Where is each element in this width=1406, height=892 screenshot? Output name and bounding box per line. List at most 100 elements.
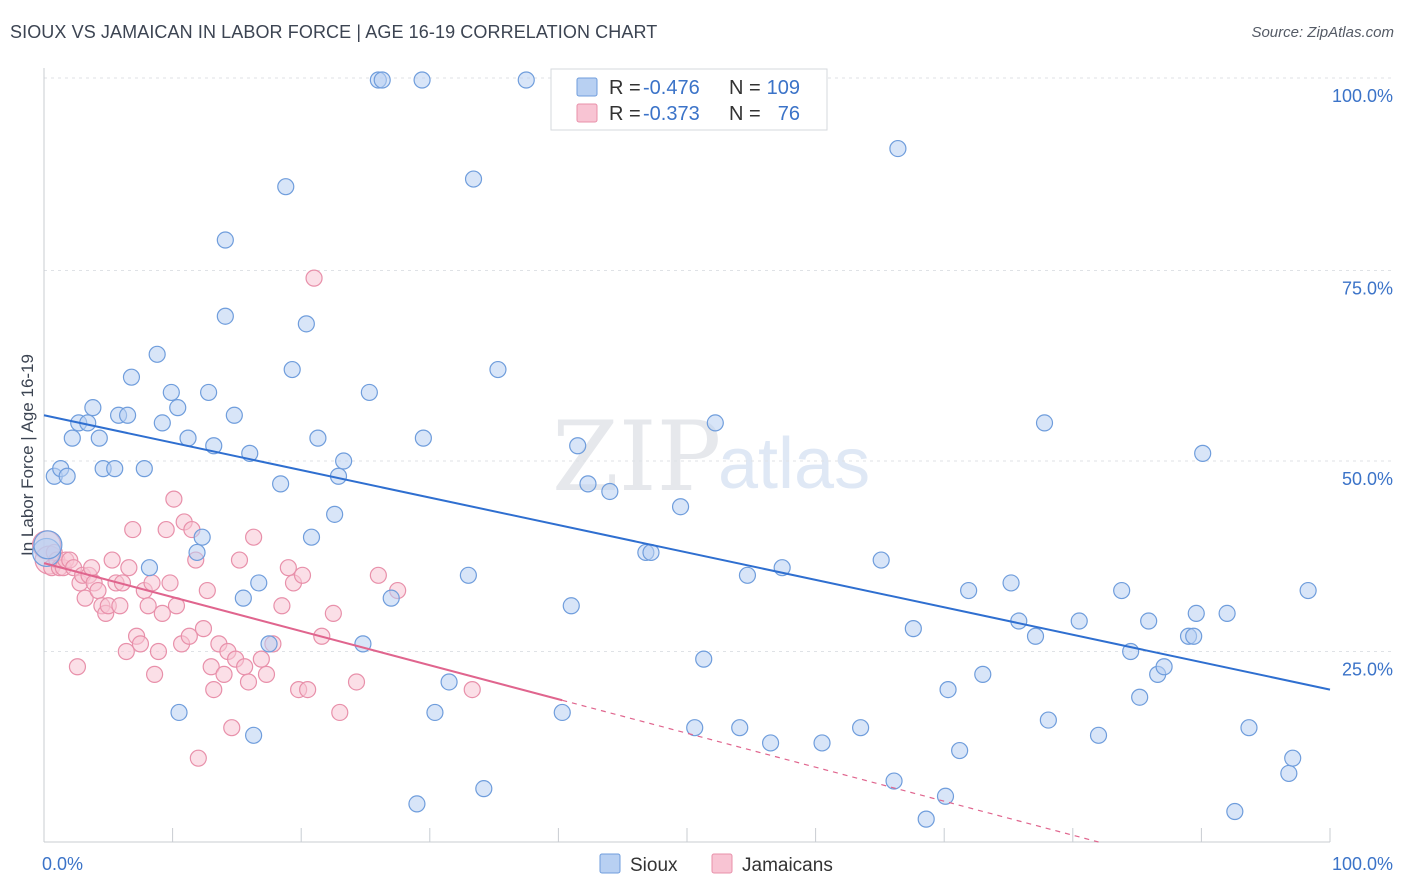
sioux-point [553, 703, 571, 722]
sioux-point [414, 429, 432, 447]
sioux-point [904, 620, 922, 638]
sioux-point [459, 566, 477, 584]
bottom-legend-label-jamaicans[interactable]: Jamaicans [742, 855, 833, 876]
jamaicans-point [161, 574, 179, 592]
sioux-point [960, 581, 978, 600]
sioux-point [1240, 719, 1258, 737]
jamaicans-point [245, 528, 263, 546]
sioux-point [408, 795, 426, 813]
jamaicans-point [117, 642, 135, 661]
sioux-point [188, 543, 206, 562]
jamaicans-trend-extension [562, 699, 1099, 843]
legend-n-value-sioux: 109 [767, 77, 800, 99]
jamaicans-point [157, 520, 175, 539]
sioux-point [170, 703, 188, 722]
legend-box: R = -0.476 N = 109 R = -0.373 N = 76 [550, 68, 828, 131]
y-tick-labels: 25.0% 50.0% 75.0% 100.0% [1332, 86, 1393, 680]
sioux-point [813, 734, 831, 752]
x-tick-label-min: 0.0% [42, 854, 83, 874]
legend-swatch-jamaicans [576, 103, 598, 123]
sioux-point [974, 665, 992, 683]
gridlines [44, 77, 1392, 652]
jamaicans-point [230, 551, 249, 569]
sioux-point [153, 414, 171, 432]
sioux-trend-line [43, 414, 1331, 691]
sioux-point [1155, 658, 1173, 676]
bottom-legend-swatch-jamaicans[interactable] [711, 853, 733, 874]
sioux-point [216, 231, 234, 249]
sioux-point [413, 71, 431, 89]
sioux-point [1089, 726, 1108, 744]
bottom-legend-swatch-sioux[interactable] [599, 853, 621, 874]
sioux-point [1131, 688, 1149, 706]
jamaicans-point [205, 680, 223, 699]
jamaicans-point [257, 665, 276, 683]
jamaicans-point [331, 703, 349, 722]
bottom-legend-label-sioux[interactable]: Sioux [630, 855, 678, 876]
jamaicans-point [189, 749, 207, 767]
sioux-point [517, 71, 535, 89]
sioux-point [917, 810, 935, 828]
sioux-point [426, 703, 444, 722]
sioux-point [33, 530, 63, 560]
jamaicans-point [293, 566, 312, 584]
sioux-point [118, 406, 137, 424]
y-tick-label: 50.0% [1342, 469, 1393, 489]
y-axis-label: In Labor Force | Age 16-19 [18, 354, 37, 556]
sioux-point [234, 589, 252, 607]
jamaicans-point [198, 581, 216, 600]
y-tick-label: 25.0% [1342, 660, 1393, 680]
jamaicans-point [252, 650, 270, 668]
sioux-point [1226, 802, 1244, 821]
sioux-point [695, 650, 713, 668]
sioux-point [1280, 764, 1298, 783]
sioux-point [250, 574, 268, 592]
jamaicans-trend-line [43, 562, 563, 702]
sioux-point [939, 680, 957, 699]
legend-r-label-sioux: R = [609, 77, 641, 99]
jamaicans-point [347, 673, 366, 691]
sioux-point [1039, 711, 1057, 729]
sioux-point [382, 589, 400, 607]
sioux-point [245, 726, 263, 744]
sioux-point [579, 475, 597, 493]
jamaicans-point [89, 581, 107, 600]
y-tick-label: 75.0% [1342, 279, 1393, 299]
jamaicans-point [131, 635, 150, 653]
jamaicans-point [149, 642, 168, 661]
sioux-point [686, 719, 704, 737]
jamaicans-point [111, 597, 129, 615]
sioux-point [671, 498, 690, 516]
sioux-point [260, 635, 278, 653]
chart-title: SIOUX VS JAMAICAN IN LABOR FORCE | AGE 1… [10, 22, 658, 42]
watermark-atlas: atlas [718, 424, 870, 504]
jamaicans-point [165, 490, 183, 508]
jamaicans-point [124, 520, 142, 539]
sioux-point [297, 315, 315, 333]
sioux-point [852, 719, 870, 737]
jamaicans-point [153, 604, 171, 623]
sioux-point [464, 170, 483, 188]
sioux-point [936, 787, 955, 805]
jamaicans-point [215, 665, 233, 683]
sioux-point [373, 71, 391, 89]
sioux-point [761, 734, 780, 752]
sioux-point [475, 780, 493, 798]
jamaicans-point [194, 620, 213, 638]
jamaicans-point [223, 719, 241, 737]
jamaicans-point [202, 658, 220, 676]
legend-r-label-jamaicans: R = [609, 103, 641, 125]
jamaicans-point [120, 559, 138, 577]
jamaicans-points [31, 269, 481, 767]
legend-r-value-sioux: -0.476 [643, 77, 700, 99]
sioux-point [872, 551, 890, 569]
sioux-point [1035, 414, 1054, 432]
sioux-point [58, 467, 76, 485]
jamaicans-point [305, 269, 323, 287]
sioux-point [951, 741, 969, 760]
sioux-point [162, 383, 180, 402]
jamaicans-point [369, 566, 387, 584]
sioux-point [200, 383, 218, 402]
source-label: Source: ZipAtlas.com [1251, 24, 1394, 41]
